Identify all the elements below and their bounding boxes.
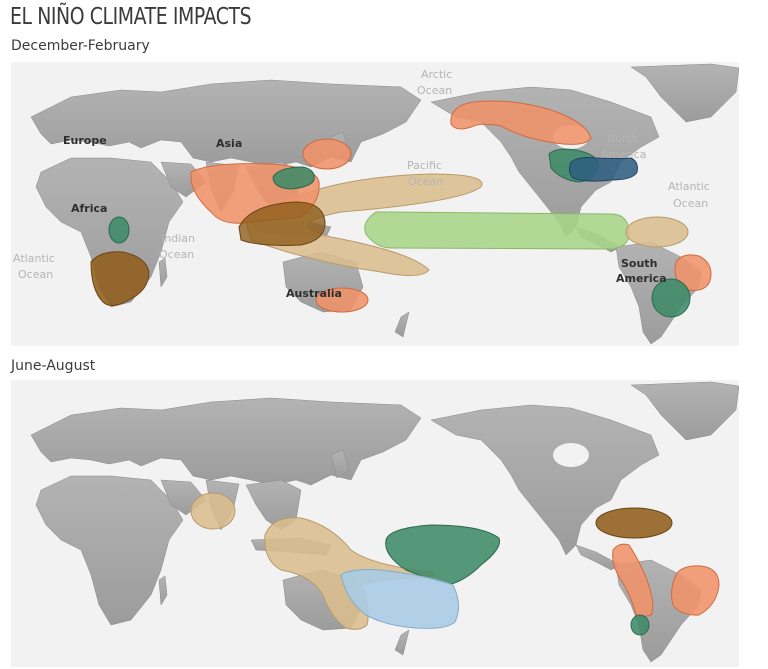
label-indian-ocean-2: Ocean: [159, 248, 194, 261]
world-map-jun-aug: [30, 381, 739, 663]
region-central-pacific: [385, 524, 501, 585]
impact-regions: [190, 492, 720, 636]
map-labels: Europe Asia Africa Australia South Ameri…: [13, 68, 710, 300]
map-jun-aug: [11, 380, 739, 667]
region-india: [190, 492, 236, 530]
label-africa: Africa: [71, 202, 107, 215]
label-pacific-ocean-2: Ocean: [408, 175, 443, 188]
region-japan-korea: [302, 138, 352, 170]
region-southeast-brazil: [671, 565, 720, 616]
region-southeast-china: [272, 166, 315, 190]
region-western-south-america: [612, 543, 654, 617]
label-asia: Asia: [216, 137, 242, 150]
label-pacific-ocean-1: Pacific: [407, 159, 442, 172]
map-dec-feb: Europe Asia Africa Australia South Ameri…: [11, 62, 739, 346]
hudson-bay: [553, 443, 589, 467]
label-atlantic-ocean-west-1: Atlantic: [13, 252, 55, 265]
region-southeast-australia: [315, 287, 369, 313]
region-gulf-coast: [568, 157, 638, 182]
page-title: EL NIÑO CLIMATE IMPACTS: [10, 4, 252, 30]
region-uruguay: [651, 278, 691, 318]
label-north-america-1: North: [607, 132, 638, 145]
label-arctic-ocean-1: Arctic: [421, 68, 452, 81]
region-central-chile: [630, 614, 650, 636]
region-southern-africa: [90, 251, 150, 306]
world-map-dec-feb: Europe Asia Africa Australia South Ameri…: [13, 63, 739, 345]
region-equatorial-pacific: [364, 211, 630, 250]
label-south-america-2: America: [616, 272, 667, 285]
region-east-africa: [108, 216, 130, 244]
label-atlantic-ocean-east-1: Atlantic: [668, 180, 710, 193]
region-central-america-northern-south-america: [595, 507, 673, 539]
label-south-america-1: South: [621, 257, 657, 270]
label-arctic-ocean-2: Ocean: [417, 84, 452, 97]
impact-regions: [90, 100, 712, 318]
region-southwest-pacific: [340, 569, 459, 629]
region-northern-south-america: [625, 216, 689, 248]
label-north-america-2: America: [601, 148, 646, 161]
region-alaska-western-canada: [450, 100, 592, 145]
label-atlantic-ocean-east-2: Ocean: [673, 197, 708, 210]
region-maritime-continent: [238, 201, 326, 246]
season-label-jun-aug: June-August: [11, 358, 96, 374]
label-indian-ocean-1: Indian: [161, 232, 195, 245]
label-atlantic-ocean-west-2: Ocean: [18, 268, 53, 281]
label-australia: Australia: [286, 287, 342, 300]
label-europe: Europe: [63, 134, 107, 147]
season-label-dec-feb: December-February: [11, 38, 150, 54]
